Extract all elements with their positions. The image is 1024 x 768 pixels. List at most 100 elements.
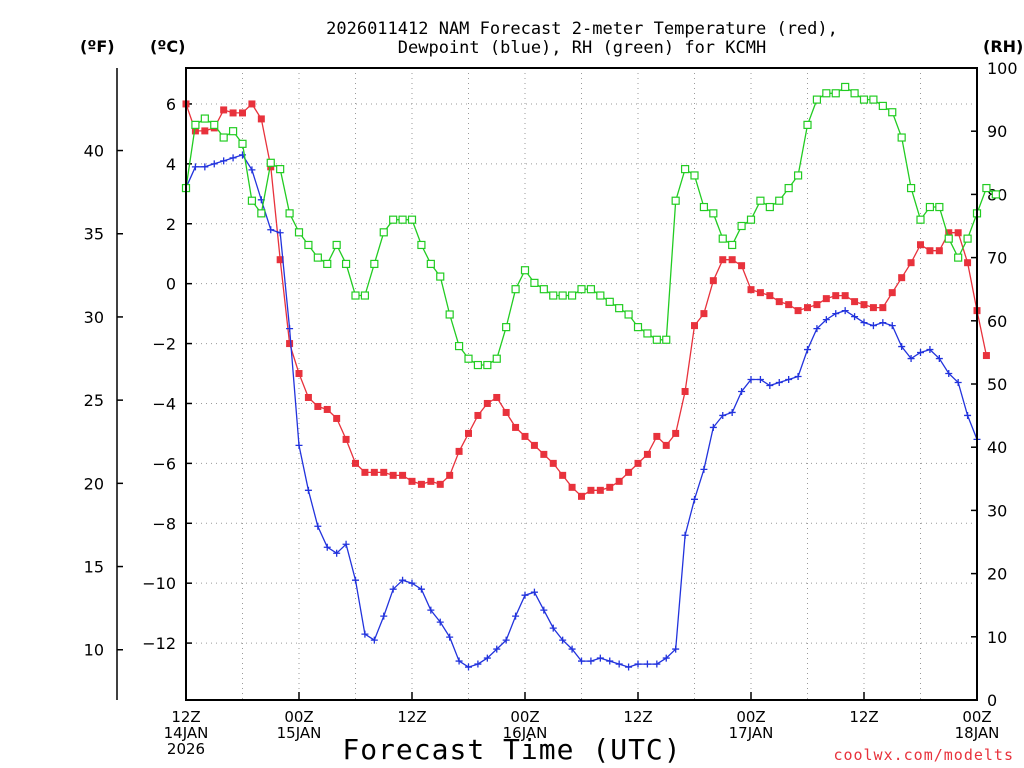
time-tick-label: 00Z	[962, 708, 991, 726]
dewpoint-point	[568, 645, 576, 653]
dewpoint-point	[728, 408, 736, 416]
rh-point	[850, 89, 859, 98]
temperature-point	[399, 471, 407, 479]
temperature-point	[926, 247, 934, 255]
temperature-point	[559, 471, 567, 479]
dewpoint-point	[804, 346, 811, 354]
rh-point	[210, 120, 219, 129]
temperature-point	[841, 292, 849, 300]
rh-point	[379, 228, 388, 237]
rh-point	[831, 89, 840, 98]
rh-point	[897, 133, 906, 142]
rh-point	[765, 202, 774, 212]
temperature-point	[304, 393, 312, 401]
plot-frame	[185, 67, 978, 701]
celsius-tick-label: −4	[152, 394, 176, 413]
dewpoint-point	[323, 543, 331, 551]
dewpoint-point	[888, 322, 896, 330]
temperature-point	[229, 109, 237, 117]
temperature-point	[879, 304, 887, 312]
temperature-point	[361, 468, 369, 476]
dewpoint-point	[935, 355, 943, 363]
dewpoint-point	[578, 657, 585, 665]
dewpoint-point	[879, 319, 887, 327]
dewpoint-point	[559, 636, 567, 644]
rh-point	[530, 278, 539, 287]
dewpoint-point	[926, 346, 934, 354]
rh-point	[294, 228, 304, 237]
rh-point	[605, 297, 614, 306]
dewpoint-point	[719, 411, 727, 419]
temperature-point	[530, 441, 538, 449]
series-layer	[181, 82, 1000, 671]
temperature-point	[681, 387, 689, 395]
temperature-point	[483, 399, 491, 407]
temperature-point	[615, 477, 623, 485]
rh-point	[878, 101, 887, 111]
temperature-point	[323, 405, 331, 413]
dewpoint-point	[370, 636, 378, 644]
rh-point	[351, 291, 360, 300]
temperature-point	[813, 301, 821, 309]
temperature-point	[851, 298, 859, 306]
time-tick-label: 17JAN	[729, 724, 774, 742]
rh-point	[360, 291, 370, 300]
temperature-point	[982, 352, 990, 360]
rh-point	[662, 335, 671, 344]
rh-point	[859, 95, 869, 104]
time-tick-label: 00Z	[736, 708, 765, 726]
rh-point	[483, 360, 492, 370]
unit-label-fahrenheit: (ºF)	[80, 37, 115, 56]
rh-point	[511, 285, 520, 294]
dewpoint-point	[869, 322, 877, 330]
rh-point	[417, 240, 426, 250]
dewpoint-point	[436, 618, 444, 626]
dewpoint-point	[342, 540, 350, 548]
temperature-point	[333, 414, 341, 422]
rh-point	[699, 202, 709, 212]
temperature-point	[465, 429, 472, 437]
temperature-point	[606, 483, 614, 491]
fahrenheit-tick-label: 15	[84, 558, 104, 577]
rh-point	[841, 82, 850, 92]
time-tick-label: 00Z	[284, 708, 313, 726]
time-tick-label: 16JAN	[503, 724, 548, 742]
dewpoint-point	[210, 160, 218, 168]
celsius-tick-label: −8	[152, 514, 176, 533]
temperature-point	[888, 289, 896, 297]
rh-point	[285, 209, 294, 218]
temperature-point	[380, 468, 388, 476]
dewpoint-point	[352, 576, 359, 584]
dewpoint-point	[314, 522, 322, 530]
dewpoint-point	[625, 663, 633, 671]
dewpoint-point	[446, 633, 454, 641]
dewpoint-point	[201, 163, 209, 171]
temperature-point	[474, 411, 482, 419]
temperature-point	[756, 289, 764, 297]
dewpoint-point	[427, 606, 435, 614]
time-tick-label: 12Z	[397, 708, 426, 726]
rh-point	[775, 196, 784, 205]
temperature-point	[917, 241, 924, 249]
rh-point	[191, 120, 200, 129]
celsius-tick-label: 0	[166, 275, 176, 294]
temperature-point	[417, 480, 425, 488]
rh-point	[709, 209, 718, 218]
temperature-point	[502, 408, 510, 416]
dewpoint-point	[606, 657, 614, 665]
dewpoint-point	[634, 660, 642, 668]
rh-point	[304, 240, 313, 250]
dewpoint-point	[747, 376, 755, 384]
dewpoint-point	[775, 379, 783, 387]
rh-point	[464, 354, 473, 363]
temperature-point	[239, 109, 246, 117]
rh-point	[219, 133, 228, 142]
rh-point	[812, 95, 822, 104]
rh-point	[586, 285, 596, 294]
rh-point	[247, 196, 257, 205]
temperature-point	[775, 298, 783, 306]
dewpoint-point	[333, 549, 341, 557]
temperature-point	[455, 447, 463, 455]
dewpoint-point	[417, 585, 425, 593]
